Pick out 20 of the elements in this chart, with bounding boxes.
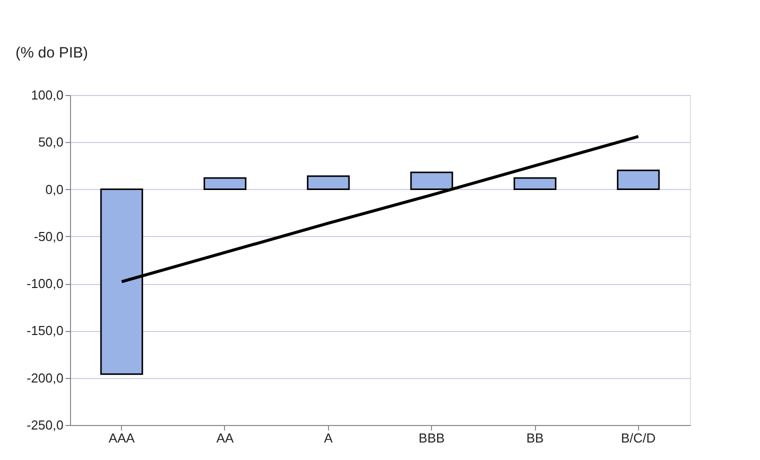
y-tick-label: 50,0 [38, 134, 64, 150]
bar [306, 175, 350, 190]
y-tick-label: -100,0 [26, 276, 64, 292]
y-tick-label: -50,0 [34, 228, 64, 244]
bar [616, 170, 660, 190]
y-axis-title: (% do PIB) [16, 44, 88, 62]
y-tick-label: -250,0 [26, 418, 64, 432]
bar [410, 172, 454, 190]
y-tick-label: 100,0 [30, 88, 64, 102]
x-tick-label: AA [216, 430, 234, 446]
x-tick-label: BB [526, 430, 544, 446]
bar [204, 177, 246, 190]
bar [514, 177, 556, 190]
y-tick-label: -150,0 [26, 323, 64, 338]
y-tick-label: -200,0 [26, 370, 64, 386]
x-tick-label: AAA [108, 430, 135, 446]
x-tick-label: BBB [418, 430, 445, 446]
y-tick-label: 0,0 [45, 182, 64, 197]
x-tick-label: B/C/D [620, 430, 656, 446]
x-tick-label: A [324, 430, 333, 446]
